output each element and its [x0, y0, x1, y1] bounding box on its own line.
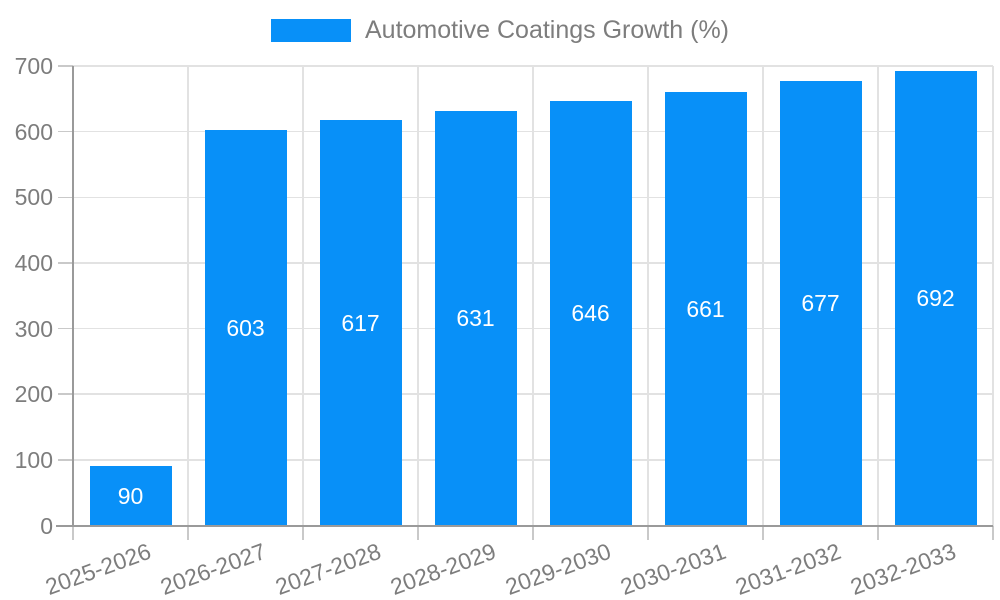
x-axis-line [56, 524, 993, 527]
x-gridline [302, 66, 304, 526]
x-axis-tick [762, 526, 764, 540]
x-axis-tick-label: 2027-2028 [271, 537, 384, 600]
bar: 617 [319, 120, 402, 526]
y-axis-tick [58, 65, 73, 67]
y-axis-line [72, 66, 74, 527]
x-gridline [187, 66, 189, 526]
x-axis-tick-label: 2026-2027 [156, 537, 269, 600]
bar: 90 [89, 466, 172, 526]
bar-value-label: 677 [801, 290, 840, 317]
x-gridline [647, 66, 649, 526]
y-axis-tick-label: 300 [14, 315, 53, 342]
x-axis-tick-label: 2025-2026 [41, 537, 154, 600]
x-axis-tick-label: 2030-2031 [616, 537, 729, 600]
y-axis-tick-label: 200 [14, 381, 53, 408]
y-axis-tick [58, 393, 73, 395]
y-axis-tick [58, 327, 73, 330]
bar-value-label: 661 [686, 295, 725, 322]
x-axis-tick [187, 526, 189, 540]
bar: 603 [204, 129, 287, 526]
bar-value-label: 617 [341, 309, 380, 336]
y-axis-tick-label: 400 [14, 249, 53, 276]
y-axis-tick [58, 262, 73, 264]
y-axis-tick-label: 500 [14, 184, 53, 211]
bar: 692 [894, 71, 977, 526]
x-axis-tick-label: 2028-2029 [386, 537, 499, 600]
y-axis-tick-label: 700 [14, 53, 53, 79]
x-gridline [992, 66, 994, 526]
x-gridline [417, 66, 419, 526]
y-axis-tick [58, 196, 73, 199]
y-axis-tick-label: 600 [14, 118, 53, 145]
x-axis-tick [302, 526, 304, 540]
bar-value-label: 90 [117, 482, 144, 509]
legend-item[interactable]: Automotive Coatings Growth (%) [270, 15, 730, 45]
chart-legend: Automotive Coatings Growth (%) [0, 15, 1000, 45]
bar-value-label: 692 [916, 285, 955, 312]
x-axis-tick [417, 526, 419, 540]
bar-value-label: 603 [226, 314, 265, 341]
bar-value-label: 646 [571, 300, 610, 327]
x-axis-tick-label: 2032-2033 [846, 537, 959, 600]
x-gridline [532, 66, 534, 526]
bar: 646 [549, 101, 632, 526]
x-gridline [877, 66, 879, 526]
x-axis-tick [992, 526, 994, 540]
x-gridline [762, 66, 764, 526]
bar: 631 [434, 111, 517, 526]
x-axis-tick [877, 526, 879, 540]
legend-color-swatch [270, 18, 351, 42]
x-axis-tick-label: 2029-2030 [501, 537, 614, 600]
bar: 677 [779, 81, 862, 526]
y-axis-tick-label: 0 [40, 512, 53, 539]
bar: 661 [664, 91, 747, 526]
x-axis-tick [72, 526, 74, 540]
x-axis-tick [647, 526, 649, 540]
legend-label: Automotive Coatings Growth (%) [364, 16, 730, 44]
x-axis-tick-label: 2031-2032 [731, 537, 844, 600]
y-axis-tick [58, 459, 73, 461]
bar-value-label: 631 [456, 305, 495, 332]
x-axis-tick [532, 526, 534, 540]
y-axis-tick [58, 130, 73, 133]
y-axis-tick-label: 100 [14, 446, 53, 473]
